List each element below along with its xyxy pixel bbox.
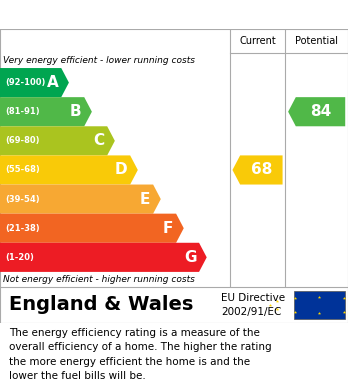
Polygon shape [0, 97, 92, 126]
Polygon shape [0, 213, 184, 243]
Text: E: E [140, 192, 150, 206]
Text: D: D [115, 163, 127, 178]
FancyBboxPatch shape [294, 291, 345, 319]
Text: (21-38): (21-38) [5, 224, 40, 233]
Text: A: A [47, 75, 58, 90]
Text: (92-100): (92-100) [5, 78, 46, 87]
Text: (1-20): (1-20) [5, 253, 34, 262]
Text: Very energy efficient - lower running costs: Very energy efficient - lower running co… [3, 56, 196, 65]
Text: The energy efficiency rating is a measure of the
overall efficiency of a home. T: The energy efficiency rating is a measur… [9, 328, 271, 381]
Text: B: B [70, 104, 81, 119]
Polygon shape [0, 68, 69, 97]
Text: C: C [93, 133, 104, 148]
Polygon shape [232, 155, 283, 185]
Text: (55-68): (55-68) [5, 165, 40, 174]
Text: 68: 68 [251, 163, 272, 178]
Text: England & Wales: England & Wales [9, 296, 193, 314]
Polygon shape [0, 243, 207, 272]
Text: Energy Efficiency Rating: Energy Efficiency Rating [9, 7, 219, 22]
Text: Current: Current [239, 36, 276, 46]
Text: G: G [184, 250, 196, 265]
Text: (81-91): (81-91) [5, 107, 40, 116]
Polygon shape [0, 155, 138, 185]
Text: Potential: Potential [295, 36, 338, 46]
Polygon shape [0, 126, 115, 155]
Text: (39-54): (39-54) [5, 195, 40, 204]
Text: 84: 84 [310, 104, 331, 119]
Polygon shape [0, 185, 161, 213]
Polygon shape [288, 97, 345, 126]
Text: F: F [163, 221, 173, 236]
Text: Not energy efficient - higher running costs: Not energy efficient - higher running co… [3, 275, 195, 284]
Text: EU Directive
2002/91/EC: EU Directive 2002/91/EC [221, 293, 285, 317]
Text: (69-80): (69-80) [5, 136, 40, 145]
